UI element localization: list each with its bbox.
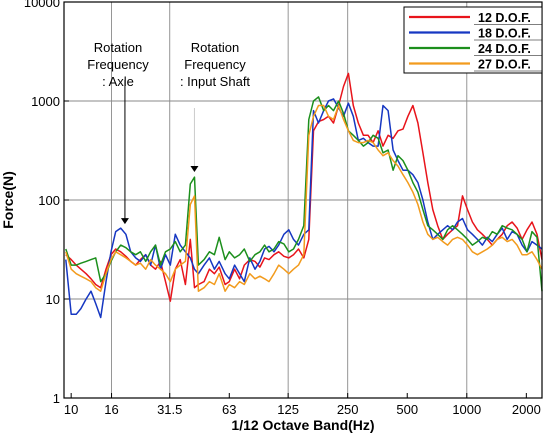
x-tick-label: 63: [222, 402, 236, 417]
annotation-text-line: : Input Shaft: [180, 74, 250, 89]
annotations: Rotation Frequency : Axle Rotation Frequency…: [87, 40, 250, 225]
annotation-1: Rotation Frequency : Axle: [87, 40, 149, 225]
series-line-18-d-o-f-: [65, 98, 543, 319]
annotation-text-line: Rotation: [94, 40, 142, 55]
y-tick-label: 10000: [24, 0, 60, 10]
x-tick-label: 1000: [452, 402, 481, 417]
x-tick-label: 500: [396, 402, 418, 417]
legend-entry-label: 24 D.O.F.: [478, 42, 531, 56]
annotation-text-line: Frequency: [87, 57, 149, 72]
y-tick-label: 100: [38, 193, 60, 208]
y-tick-label: 1000: [31, 94, 60, 109]
x-tick-label: 250: [337, 402, 359, 417]
legend-entry-label: 18 D.O.F.: [478, 27, 531, 41]
series-line-24-d-o-f-: [65, 96, 543, 292]
x-tick-label: 10: [64, 402, 78, 417]
x-tick-label: 125: [277, 402, 299, 417]
x-tick-label: 2000: [512, 402, 541, 417]
series-line-27-d-o-f-: [65, 104, 543, 292]
series-lines: [65, 72, 543, 319]
y-tick-label: 10: [46, 292, 60, 307]
y-tick-label: 1: [53, 391, 60, 406]
annotation-text-line: : Axle: [102, 74, 134, 89]
legend-entry-label: 12 D.O.F.: [478, 11, 531, 25]
annotation-text-line: Rotation: [191, 40, 239, 55]
x-axis-title: 1/12 Octave Band(Hz): [231, 417, 374, 433]
annotation-text-line: Frequency: [184, 57, 246, 72]
y-axis-title: Force(N): [0, 171, 16, 229]
legend-entry-label: 27 D.O.F.: [478, 58, 531, 72]
axis-ticks: 10 16 31.5 63 125 250 500 1000 2000 1 10 100 1000 100…: [24, 0, 541, 417]
x-tick-label: 16: [104, 402, 118, 417]
annotation-arrowhead: [120, 218, 129, 225]
annotation-2: Rotation Frequency : Input Shaft: [180, 40, 250, 172]
x-tick-label: 31.5: [157, 402, 182, 417]
legend: 12 D.O.F. 18 D.O.F.24 D.O.F. 27 D.O.F.: [403, 6, 543, 74]
annotation-arrowhead: [190, 165, 199, 172]
